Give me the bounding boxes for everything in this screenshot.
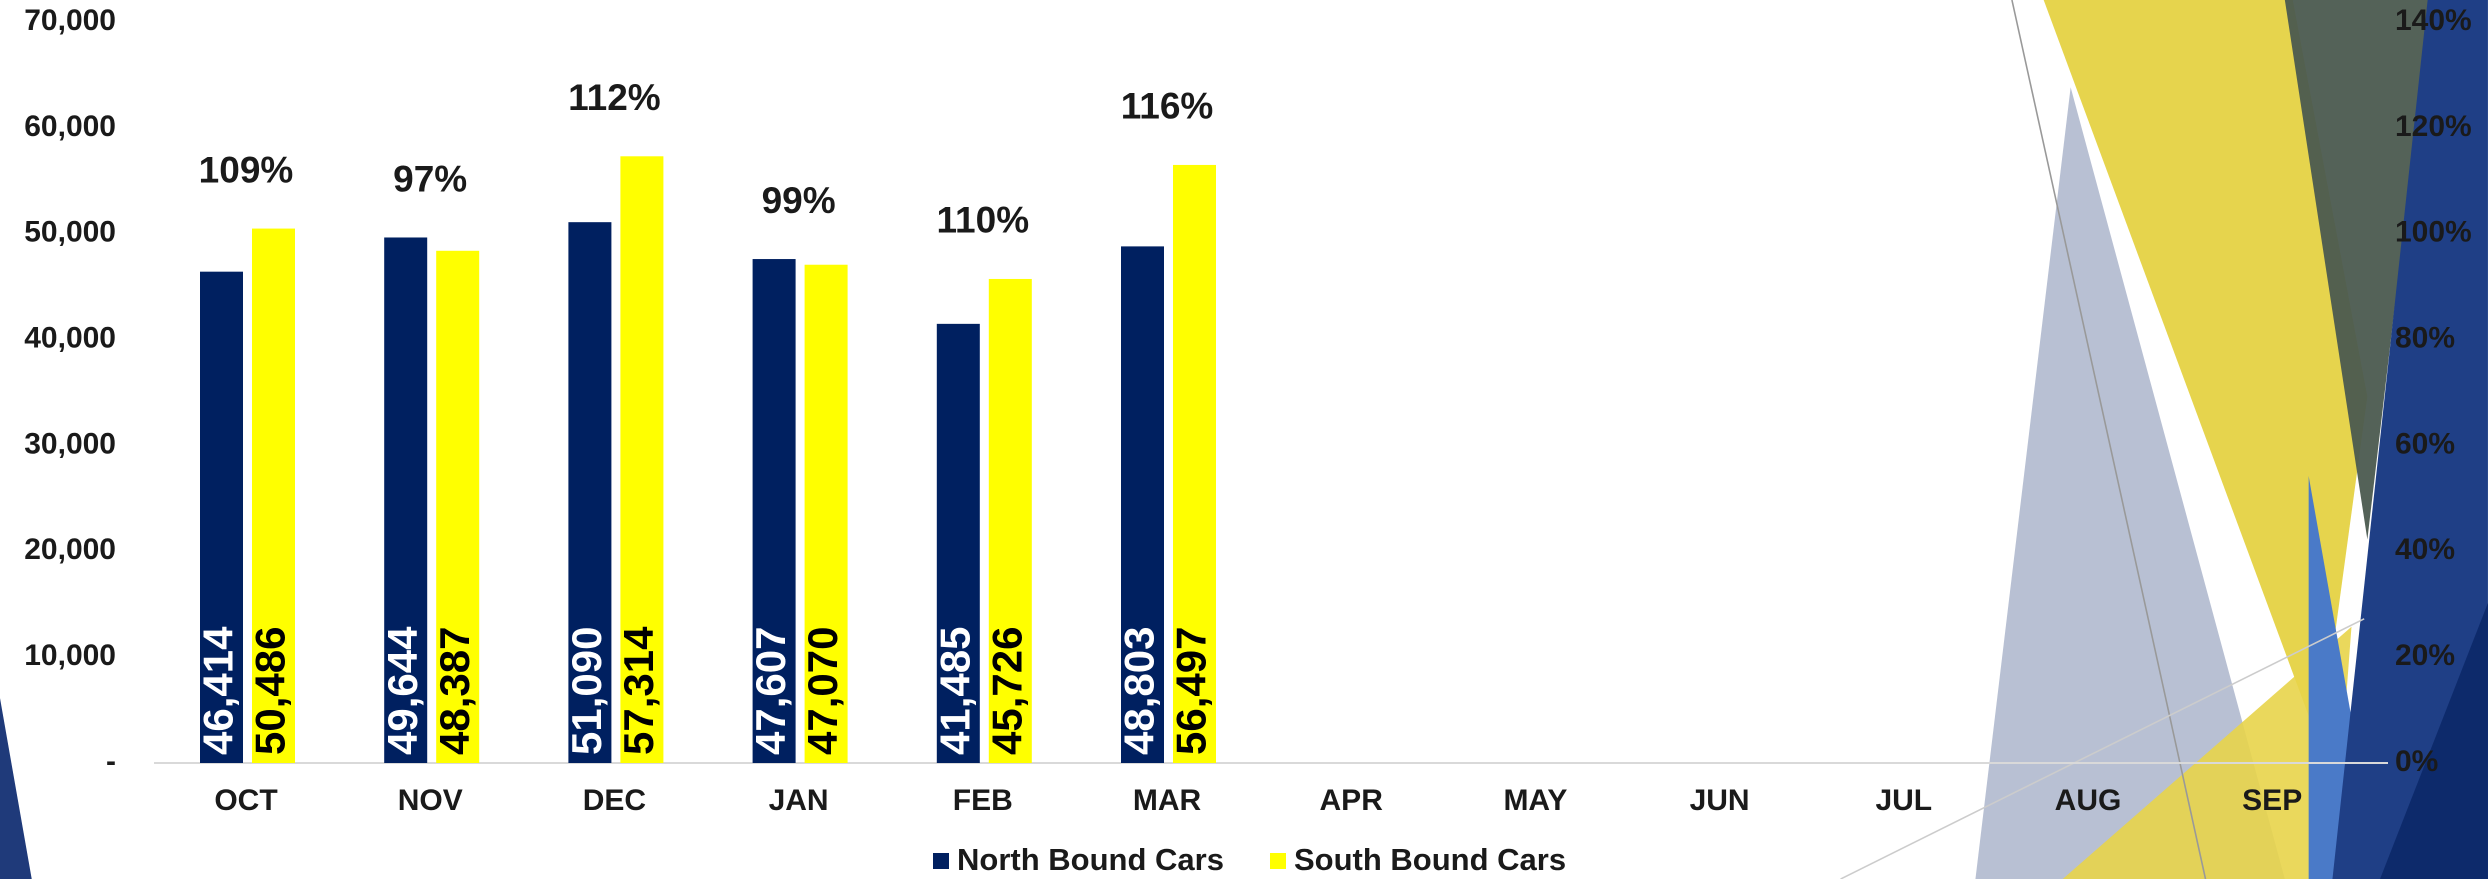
bar — [200, 271, 243, 763]
legend-swatch — [933, 853, 949, 869]
y-tick-label: 40,000 — [24, 321, 116, 354]
bar — [384, 237, 428, 764]
annotation: 112% — [568, 77, 661, 118]
decor-shape — [2332, 0, 2488, 879]
annotation: 110% — [937, 200, 1030, 241]
annotation: 99% — [762, 180, 836, 221]
y2-tick-label: 0% — [2395, 745, 2438, 778]
x-tick-label: DEC — [583, 784, 646, 817]
y2-tick-label: 100% — [2395, 216, 2472, 249]
decor-line — [1840, 618, 2365, 879]
bar — [252, 228, 295, 763]
bar — [804, 264, 848, 763]
data-label: 50,486 — [247, 627, 294, 755]
legend-label: North Bound Cars — [957, 842, 1224, 877]
data-label: 47,607 — [747, 627, 794, 755]
y2-tick-label: 40% — [2395, 533, 2455, 566]
y-tick-label: 50,000 — [24, 216, 116, 249]
x-tick-label: SEP — [2242, 784, 2302, 817]
plot: - 10,000 20,000 30,000 40,000 50,000 60,000 70,… — [24, 4, 2472, 877]
x-tick-label: MAY — [1503, 784, 1567, 817]
y-tick-label: 20,000 — [24, 533, 116, 566]
decor-shape — [1975, 87, 2285, 879]
x-tick-label: MAR — [1133, 784, 1202, 817]
data-label: 41,485 — [931, 627, 978, 755]
data-label: 45,726 — [983, 627, 1030, 755]
x-tick-label: FEB — [953, 784, 1013, 817]
bar — [1121, 246, 1164, 764]
annotation: 97% — [393, 158, 467, 199]
bar — [620, 156, 664, 763]
y-tick-label: 30,000 — [24, 427, 116, 460]
bar — [988, 278, 1032, 763]
bar — [568, 222, 612, 764]
legend-label: South Bound Cars — [1294, 842, 1566, 877]
y2-tick-label: 140% — [2395, 4, 2472, 37]
y2-tick-label: 20% — [2395, 639, 2455, 672]
x-tick-label: APR — [1320, 784, 1384, 817]
bar — [1173, 164, 1216, 763]
data-label: 46,414 — [195, 626, 242, 755]
legend-swatch — [1270, 853, 1286, 869]
bar — [436, 250, 480, 763]
data-label: 49,644 — [379, 626, 426, 755]
y-tick-label: - — [106, 745, 116, 778]
bar — [936, 323, 980, 763]
data-label: 57,314 — [615, 626, 662, 755]
data-label: 48,387 — [431, 627, 478, 755]
x-tick-label: JAN — [769, 784, 829, 817]
y2-tick-label: 60% — [2395, 427, 2455, 460]
x-tick-label: NOV — [398, 784, 463, 817]
decor-shape — [2284, 0, 2431, 540]
decor-shape — [2043, 0, 2368, 746]
annotation: 109% — [199, 149, 294, 190]
data-label: 47,070 — [799, 627, 846, 755]
x-tick-label: AUG — [2055, 784, 2122, 817]
x-tick-label: JUN — [1690, 784, 1750, 817]
annotation: 116% — [1121, 86, 1214, 127]
decor-shape — [2380, 602, 2488, 879]
y-tick-label: 10,000 — [24, 639, 116, 672]
y-tick-label: 70,000 — [24, 4, 116, 37]
data-label: 51,090 — [563, 627, 610, 755]
y2-tick-label: 120% — [2395, 110, 2472, 143]
data-label: 56,497 — [1168, 627, 1215, 755]
y2-tick-label: 80% — [2395, 321, 2455, 354]
bar — [752, 259, 796, 763]
decor-shape — [2062, 626, 2352, 879]
y-tick-label: 60,000 — [24, 110, 116, 143]
x-tick-label: JUL — [1875, 784, 1932, 817]
data-label: 48,803 — [1116, 627, 1163, 755]
decor-shape — [0, 698, 32, 879]
decor-line — [2011, 0, 2207, 879]
x-tick-label: OCT — [214, 784, 277, 817]
